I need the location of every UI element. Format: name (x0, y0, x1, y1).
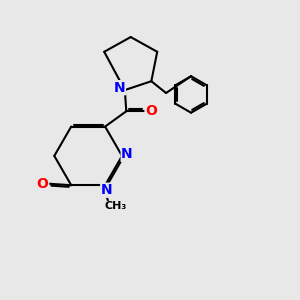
Text: CH₃: CH₃ (105, 201, 127, 212)
Text: N: N (121, 147, 133, 161)
Text: N: N (114, 81, 125, 95)
Text: N: N (101, 183, 112, 197)
Text: O: O (145, 104, 157, 118)
Text: O: O (37, 177, 49, 191)
